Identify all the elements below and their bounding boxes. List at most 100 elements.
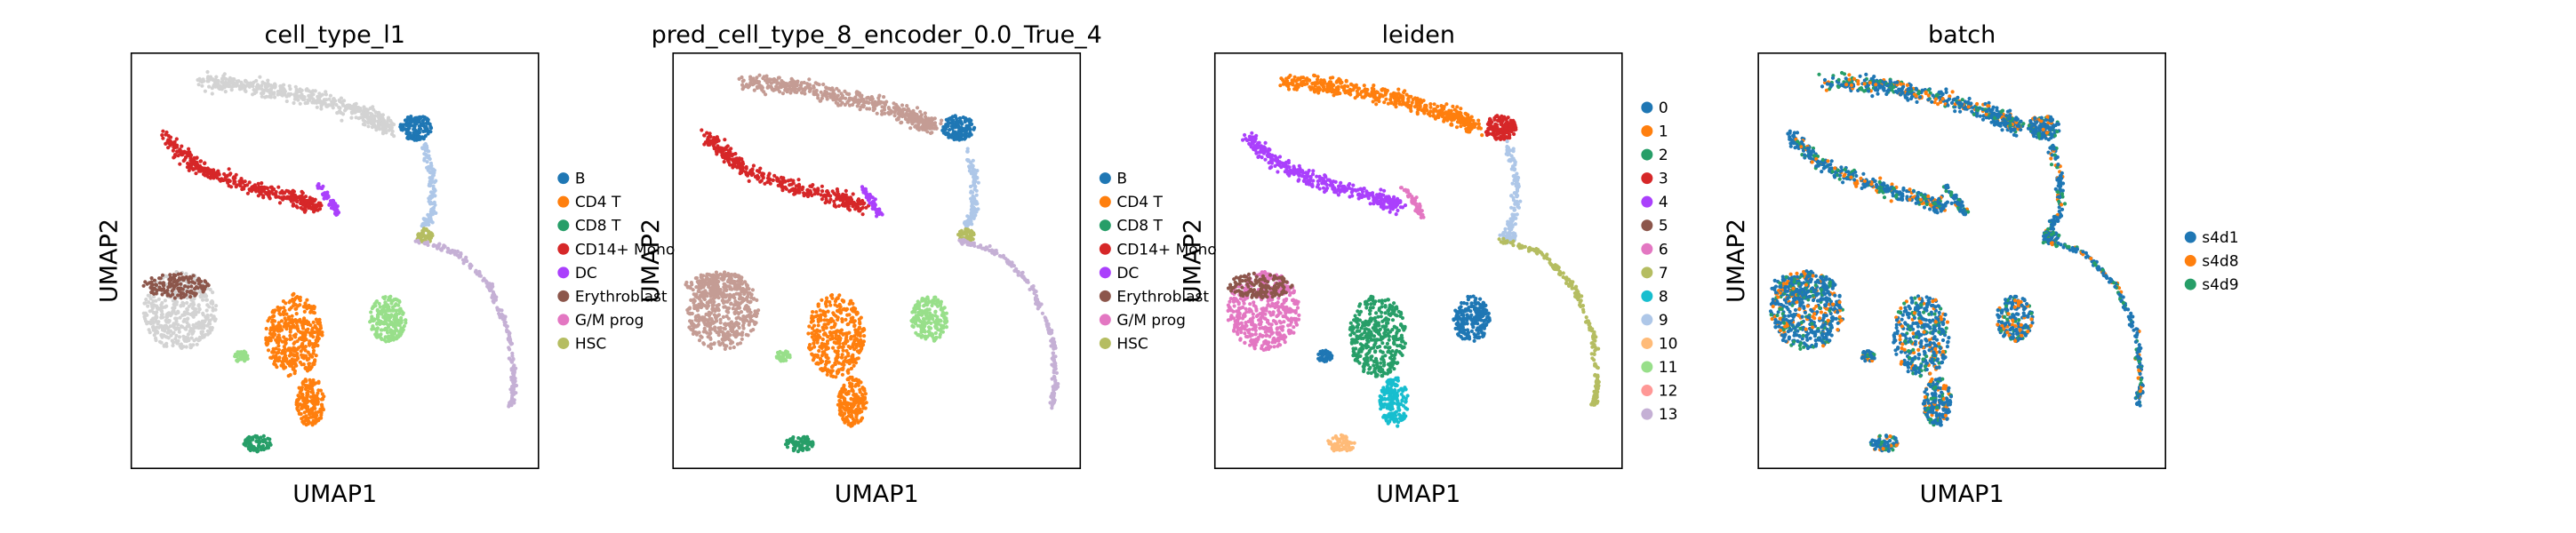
scatter-point (354, 115, 358, 120)
scatter-point (284, 365, 288, 370)
scatter-point (308, 353, 312, 357)
scatter-point (260, 80, 265, 84)
scatter-point (220, 87, 224, 91)
scatter-point (969, 132, 973, 137)
scatter-point (304, 387, 308, 392)
scatter-point (423, 134, 428, 139)
scatter-point (805, 85, 810, 90)
scatter-point (859, 98, 863, 103)
scatter-point (211, 308, 215, 313)
scatter-point (302, 305, 307, 309)
scatter-point (143, 301, 148, 306)
scatter-point (421, 230, 426, 235)
scatter-point (252, 88, 256, 92)
scatter-point (468, 264, 472, 268)
scatter-point (388, 330, 393, 335)
scatter-point (953, 135, 957, 139)
scatter-point (429, 163, 434, 168)
scatter-point (229, 88, 234, 92)
scatter-point (880, 112, 884, 116)
scatter-point (690, 319, 694, 323)
scatter-point (382, 322, 387, 326)
scatter-point (963, 118, 968, 123)
scatter-point (183, 155, 188, 159)
scatter-point (388, 308, 393, 313)
scatter-point (709, 318, 715, 322)
scatter-point (696, 281, 701, 285)
scatter-point (1052, 391, 1056, 395)
scatter-point (966, 159, 971, 163)
scatter-point (254, 435, 259, 440)
scatter-point (824, 90, 829, 94)
legend-marker (557, 290, 570, 302)
scatter-point (956, 233, 961, 237)
scatter-point (421, 129, 426, 133)
scatter-point (720, 273, 724, 277)
scatter-point (180, 313, 185, 317)
scatter-point (295, 339, 300, 344)
scatter-point (182, 319, 187, 323)
scatter-point (780, 185, 784, 189)
scatter-point (697, 338, 702, 343)
scatter-point (430, 234, 435, 238)
scatter-point (860, 212, 865, 217)
scatter-point (277, 329, 282, 333)
scatter-point (426, 243, 430, 247)
scatter-point (1036, 303, 1040, 307)
scatter-point (194, 325, 198, 330)
scatter-point (319, 410, 324, 414)
scatter-point (836, 192, 841, 196)
scatter-point (214, 75, 219, 79)
scatter-point (185, 307, 189, 312)
scatter-point (205, 79, 210, 84)
scatter-point (280, 339, 284, 344)
scatter-point (189, 284, 194, 289)
scatter-point (875, 208, 879, 212)
scatter-point (870, 206, 875, 211)
scatter-point (307, 356, 311, 361)
scatter-point (965, 227, 971, 232)
scatter-point (165, 288, 170, 292)
scatter-point (731, 327, 735, 331)
scatter-point (298, 101, 302, 106)
scatter-point (305, 394, 309, 399)
scatter-point (264, 94, 268, 99)
scatter-point (181, 276, 186, 281)
scatter-point (161, 287, 165, 291)
scatter-point (390, 129, 395, 133)
scatter-point (728, 346, 732, 350)
scatter-point (395, 335, 400, 339)
scatter-point (716, 139, 721, 143)
panel-title: pred_cell_type_8_encoder_0.0_True_4 (652, 21, 1102, 49)
scatter-point (243, 359, 247, 363)
scatter-point (299, 388, 303, 393)
scatter-point (728, 163, 732, 167)
scatter-point (165, 292, 171, 297)
scatter-point (802, 194, 806, 198)
scatter-point (713, 325, 717, 330)
scatter-point (424, 124, 428, 129)
legend-marker (557, 219, 570, 232)
scatter-point (1052, 375, 1057, 379)
scatter-point (188, 165, 193, 170)
scatter-point (1052, 363, 1056, 368)
scatter-point (918, 118, 923, 123)
scatter-point (145, 282, 149, 286)
scatter-point (177, 289, 181, 293)
scatter-point (299, 96, 304, 100)
scatter-point (702, 142, 707, 147)
scatter-point (744, 166, 748, 171)
scatter-point (388, 294, 393, 298)
legend-marker (557, 337, 570, 349)
scatter-point (750, 167, 755, 171)
scatter-point (157, 285, 162, 290)
scatter-point (186, 150, 190, 155)
scatter-point (810, 184, 814, 189)
scatter-point (296, 90, 300, 94)
scatter-point (291, 297, 295, 302)
scatter-point (260, 443, 266, 449)
scatter-point (740, 79, 745, 84)
scatter-point (187, 147, 191, 151)
scatter-point (970, 204, 974, 209)
scatter-point (301, 354, 306, 358)
